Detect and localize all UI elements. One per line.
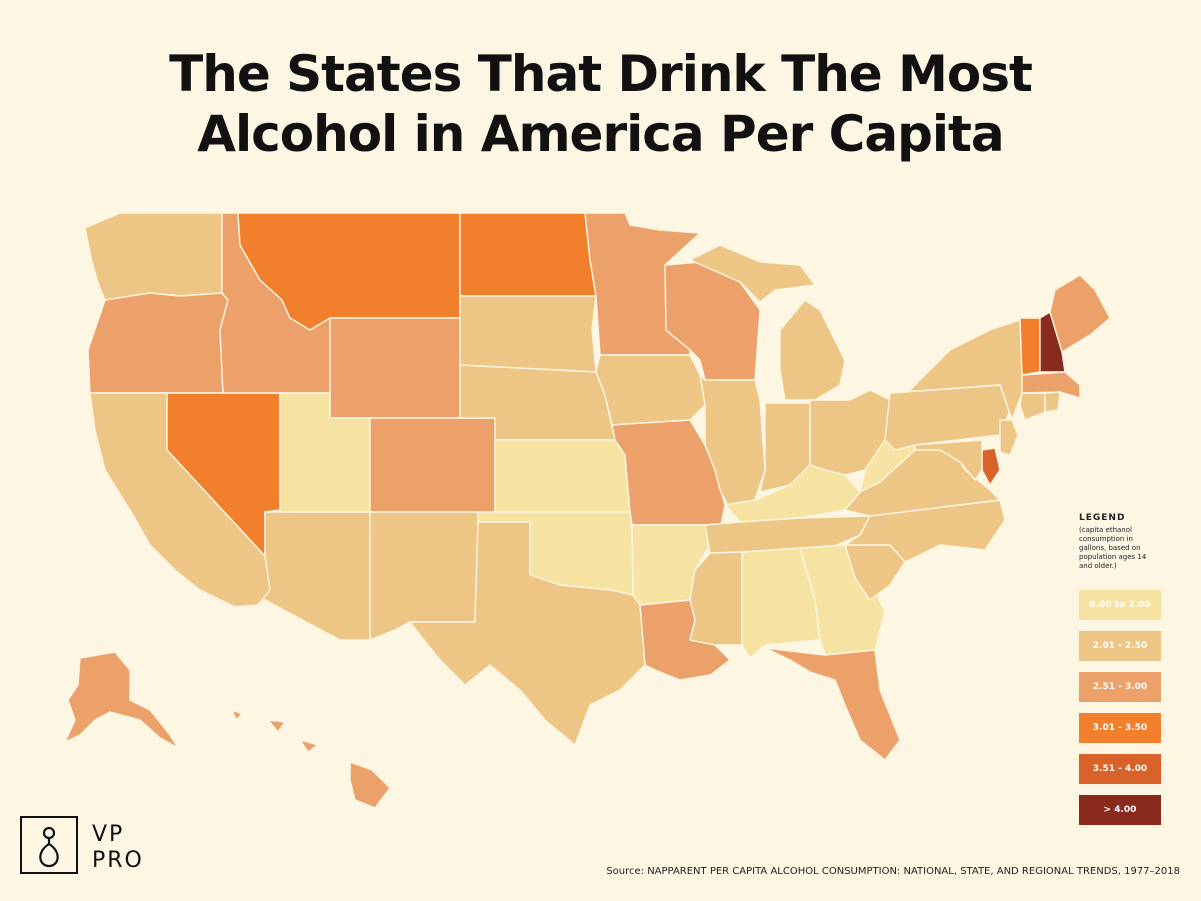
state-HI[interactable] <box>231 709 391 809</box>
state-MD[interactable] <box>914 439 983 481</box>
state-VT[interactable] <box>1019 317 1041 376</box>
state-CT[interactable] <box>1019 392 1046 421</box>
state-SD[interactable] <box>459 295 597 373</box>
state-RI[interactable] <box>1044 391 1061 413</box>
logo-line-2: PRO <box>92 848 144 873</box>
state-AK[interactable] <box>64 651 179 749</box>
state-MI[interactable] <box>689 244 846 401</box>
legend-bin-5: > 4.00 <box>1079 795 1161 825</box>
state-MS[interactable] <box>689 551 743 646</box>
state-WY[interactable] <box>329 317 461 419</box>
legend-bin-1: 2.01 - 2.50 <box>1079 631 1161 661</box>
logo-line-1: VP <box>92 822 125 847</box>
pin-icon <box>39 826 59 868</box>
source-note: Source: NAPPARENT PER CAPITA ALCOHOL CON… <box>606 866 1180 877</box>
state-OR[interactable] <box>87 292 229 394</box>
state-FL[interactable] <box>764 647 901 761</box>
legend-bin-3: 3.01 - 3.50 <box>1079 713 1161 743</box>
state-KS[interactable] <box>494 439 631 513</box>
legend-bin-2: 2.51 - 3.00 <box>1079 672 1161 702</box>
logo-text: VP PRO <box>92 822 144 874</box>
state-PA[interactable] <box>884 384 1011 451</box>
state-IA[interactable] <box>595 354 706 426</box>
state-DE[interactable] <box>981 447 1001 486</box>
state-NJ[interactable] <box>999 419 1019 456</box>
legend-bin-4: 3.51 - 4.00 <box>1079 754 1161 784</box>
state-NH[interactable] <box>1039 311 1066 373</box>
legend-bin-0: 0.00 to 2.00 <box>1079 590 1161 620</box>
state-ME[interactable] <box>1049 274 1111 353</box>
state-AZ[interactable] <box>257 511 371 641</box>
map-title: The States That Drink The Most Alcohol i… <box>0 44 1201 164</box>
state-NC[interactable] <box>844 499 1006 563</box>
state-WA[interactable] <box>84 212 223 301</box>
state-ND[interactable] <box>459 212 597 297</box>
state-NM[interactable] <box>369 511 479 641</box>
state-CO[interactable] <box>369 417 496 513</box>
title-line-1: The States That Drink The Most <box>169 45 1033 103</box>
state-TX[interactable] <box>409 521 646 746</box>
state-IL[interactable] <box>699 374 766 511</box>
legend-note: (capita ethanol consumption in gallons, … <box>1079 526 1147 570</box>
title-line-2: Alcohol in America Per Capita <box>197 105 1004 163</box>
legend-heading: LEGEND <box>1079 513 1126 523</box>
vppro-logo <box>20 816 78 874</box>
